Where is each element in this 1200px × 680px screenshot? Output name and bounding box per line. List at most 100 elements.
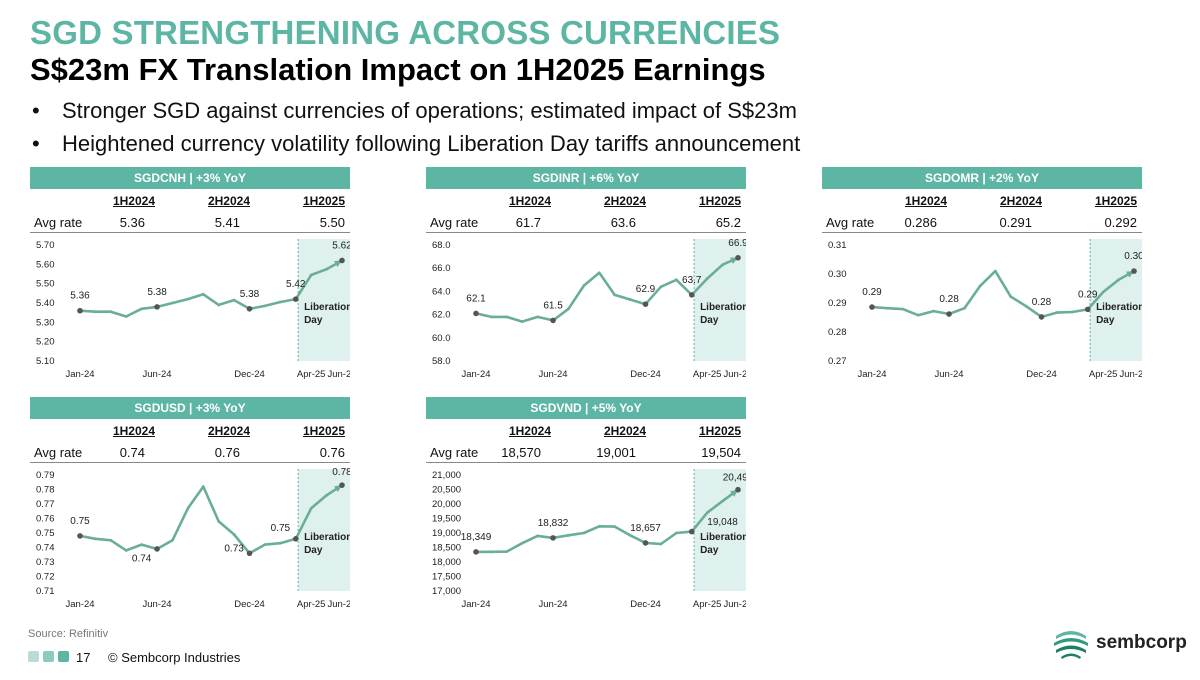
data-point — [490, 315, 493, 319]
data-point — [536, 315, 540, 319]
bullet-text: Stronger SGD against currencies of opera… — [62, 98, 797, 123]
avg-rate-row: Avg rate 18,570 19,001 19,504 — [426, 441, 746, 463]
data-point — [597, 271, 601, 275]
series-line — [871, 269, 1135, 319]
data-point — [1101, 290, 1105, 294]
data-label: 19,048 — [707, 517, 738, 528]
data-point — [325, 493, 328, 497]
avg-rate-1h2024: 18,570 — [501, 445, 541, 460]
footer-square-icon — [43, 651, 54, 662]
data-label: 18,832 — [538, 518, 569, 529]
avg-rate-label: Avg rate — [430, 445, 479, 460]
series-line — [79, 259, 343, 318]
x-tick-label: Jun-25 — [1119, 369, 1142, 380]
logo-text: sembcorp — [1096, 632, 1187, 653]
x-tick-label: Dec-24 — [630, 369, 661, 380]
data-point — [886, 306, 889, 310]
data-point — [674, 531, 678, 535]
period-1h2024: 1H2024 — [904, 194, 947, 208]
panel-sgdinr: SGDINR | +6% YoY 1H2024 2H2024 1H2025 Av… — [426, 167, 746, 385]
avg-rate-label: Avg rate — [430, 215, 479, 230]
avg-rate-1h2024: 5.36 — [119, 215, 145, 230]
highlight-point — [735, 486, 741, 493]
highlight-point — [246, 306, 253, 312]
period-2h2024: 2H2024 — [603, 424, 646, 438]
data-point — [124, 315, 128, 318]
avg-rate-1h2025: 0.292 — [1104, 215, 1137, 230]
avg-rate-label: Avg rate — [34, 445, 83, 460]
data-point — [171, 301, 174, 305]
data-label: 66.9 — [728, 238, 746, 249]
x-tick-label: Jun-24 — [539, 369, 568, 380]
y-tick-label: 0.29 — [828, 298, 847, 309]
y-tick-label: 62.0 — [432, 310, 451, 321]
x-tick-label: Apr-25 — [1089, 369, 1118, 380]
data-point — [186, 506, 190, 510]
data-point — [140, 543, 144, 546]
highlight-point — [642, 540, 649, 546]
data-point — [628, 298, 632, 301]
data-point — [309, 506, 313, 510]
data-point — [201, 292, 205, 296]
line-chart-sgdcnh: 5.70 5.60 5.50 5.40 5.30 5.20 5.10 Jan-24 Jun-24… — [36, 239, 350, 380]
highlight-point — [688, 292, 695, 298]
data-point — [109, 310, 113, 314]
y-tick-label: 20,000 — [432, 499, 461, 510]
series-line — [475, 256, 739, 323]
y-tick-label: 21,000 — [432, 470, 461, 481]
data-point — [901, 307, 905, 311]
y-tick-label: 19,500 — [432, 514, 461, 525]
annotation-liberation: Liberation — [304, 302, 350, 313]
data-point — [109, 538, 113, 542]
data-point — [628, 533, 632, 537]
page-title: SGD STRENGTHENING ACROSS CURRENCIES — [30, 14, 781, 51]
x-tick-label: Jun-24 — [143, 599, 172, 610]
period-1h2024: 1H2024 — [508, 194, 551, 208]
y-tick-label: 0.77 — [36, 499, 55, 510]
panel-title: SGDCNH | +3% YoY — [30, 167, 350, 189]
x-tick-label: Dec-24 — [234, 599, 265, 610]
y-tick-label: 0.30 — [828, 269, 847, 280]
liberation-day-shade — [298, 239, 350, 361]
avg-rate-1h2024: 0.74 — [119, 445, 145, 460]
highlight-point — [339, 257, 345, 264]
line-chart-sgdvnd: 21,000 20,500 20,000 19,500 19,000 18,500 18,0… — [432, 469, 746, 610]
annotation-liberation: Liberation — [304, 532, 350, 543]
bullet-item: • Heightened currency volatility followin… — [32, 131, 801, 156]
period-2h2024: 2H2024 — [207, 194, 250, 208]
avg-rate-2h2024: 0.291 — [999, 215, 1032, 230]
data-point — [217, 303, 221, 307]
data-point — [217, 520, 221, 523]
panel-sgdcnh: SGDCNH | +3% YoY 1H2024 2H2024 1H2025 Av… — [30, 167, 350, 385]
period-1h2025: 1H2025 — [698, 194, 741, 208]
data-point — [659, 542, 663, 546]
avg-rate-1h2024: 0.286 — [904, 215, 937, 230]
y-tick-label: 0.79 — [36, 470, 55, 481]
series-line — [475, 488, 739, 554]
period-header-row: 1H2024 2H2024 1H2025 — [822, 189, 1142, 211]
sembcorp-logo-icon — [1052, 624, 1090, 662]
panel-title: SGDVND | +5% YoY — [426, 397, 746, 419]
highlight-point — [77, 533, 83, 539]
data-point — [993, 269, 997, 273]
copyright-text: © Sembcorp Industries — [108, 650, 241, 665]
page-subtitle: S$23m FX Translation Impact on 1H2025 Ea… — [30, 52, 766, 87]
y-tick-label: 20,500 — [432, 485, 461, 496]
x-tick-label: Jun-25 — [327, 599, 350, 610]
x-tick-label: Jan-24 — [65, 369, 94, 380]
data-point — [582, 284, 586, 287]
data-point — [613, 293, 617, 297]
data-point — [1009, 295, 1013, 299]
bullet-text: Heightened currency volatility following… — [62, 131, 801, 156]
data-point — [520, 541, 524, 545]
panel-sgdvnd: SGDVND | +5% YoY 1H2024 2H2024 1H2025 Av… — [426, 397, 746, 615]
y-tick-label: 19,000 — [432, 528, 461, 539]
highlight-point — [339, 482, 345, 488]
annotation-liberation: Liberation — [700, 532, 746, 543]
y-tick-label: 18,000 — [432, 557, 461, 568]
data-point — [582, 531, 586, 535]
avg-rate-1h2025: 65.2 — [715, 215, 741, 230]
period-1h2025: 1H2025 — [1094, 194, 1137, 208]
data-point — [597, 524, 601, 528]
x-tick-label: Jun-24 — [539, 599, 568, 610]
